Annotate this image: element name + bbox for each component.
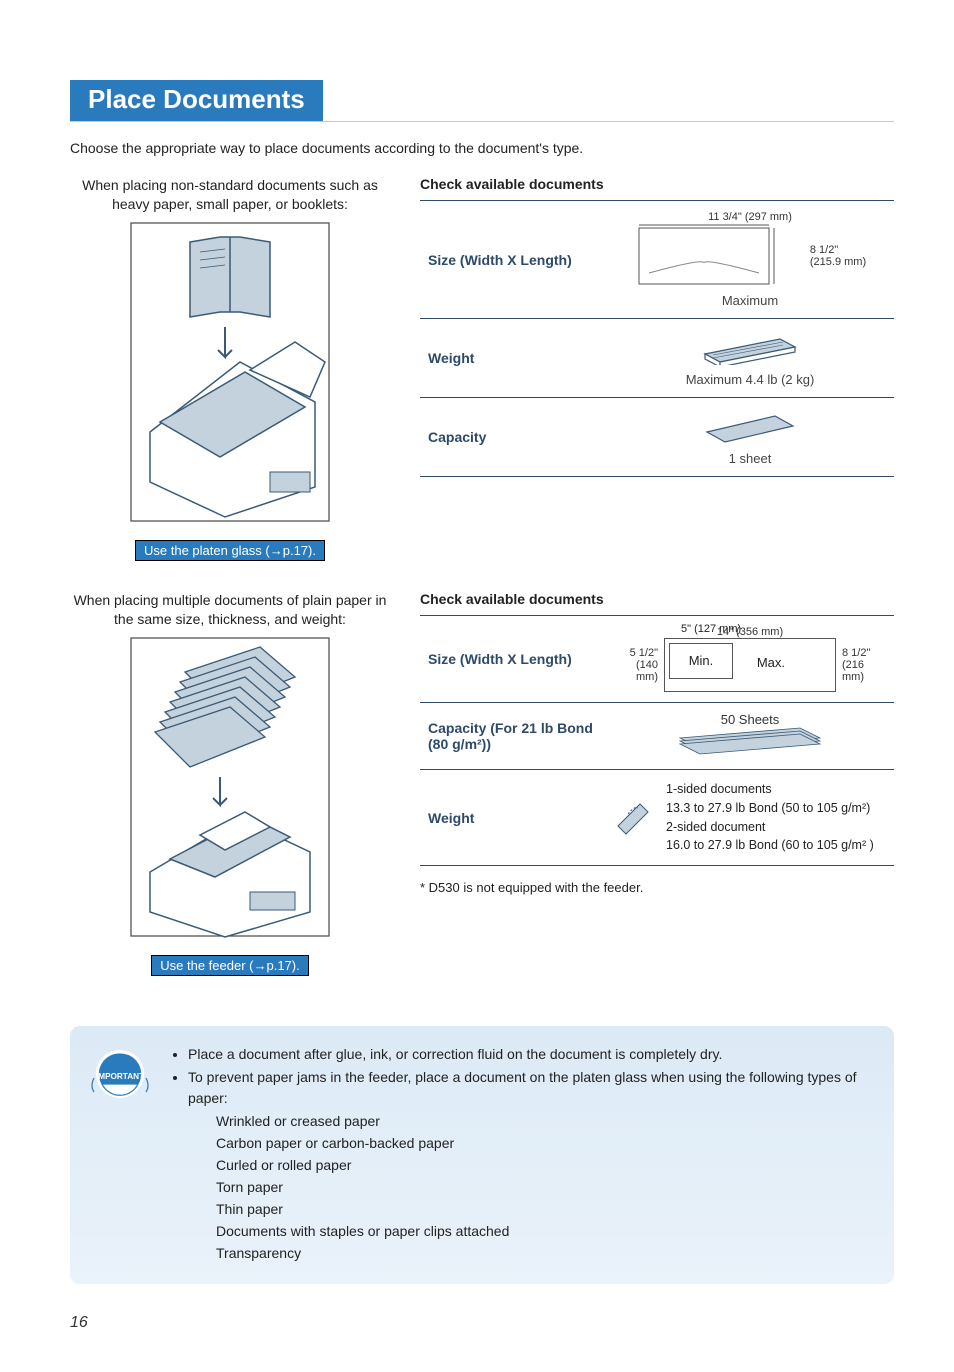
platen-capacity-note: 1 sheet [614,451,886,466]
feeder-weight-icon [614,796,652,840]
feeder-size-label: Size (Width X Length) [420,615,606,702]
intro-text: Choose the appropriate way to place docu… [70,140,894,156]
feeder-weight-line4: 16.0 to 27.9 lb Bond (60 to 105 g/m² ) [666,836,874,855]
feeder-lead: When placing multiple documents of plain… [70,591,390,629]
platen-caption: Use the platen glass (→p.17). [135,540,325,561]
paper-item: Transparency [216,1243,870,1264]
important-bullet-1: Place a document after glue, ink, or cor… [188,1044,870,1065]
feeder-size-right-h: 8 1/2" (216 mm) [842,647,886,683]
important-content: Place a document after glue, ink, or cor… [168,1044,870,1266]
paper-item: Documents with staples or paper clips at… [216,1221,870,1242]
paper-item: Thin paper [216,1199,870,1220]
feeder-weight-label: Weight [420,770,606,866]
feeder-size-inner-w: 5" (127 mm) [681,623,741,635]
important-bullet-2: To prevent paper jams in the feeder, pla… [188,1067,870,1264]
feeder-weight-line1: 1-sided documents [666,780,874,799]
paper-item: Carbon paper or carbon-backed paper [216,1133,870,1154]
platen-size-width-dim: 11 3/4" (297 mm) [614,211,886,223]
platen-check-title: Check available documents [420,176,894,192]
platen-spec-table: Size (Width X Length) 11 3/4" (297 mm) 8… [420,200,894,477]
platen-weight-label: Weight [420,319,606,398]
feeder-check-title: Check available documents [420,591,894,607]
section-title: Place Documents [70,80,323,121]
section-title-bar: Place Documents [70,80,894,122]
feeder-spec-table: Size (Width X Length) 14" (356 mm) 5 1/2… [420,615,894,866]
important-badge: IMPORTANT [88,1048,152,1100]
feeder-weight-line2: 13.3 to 27.9 lb Bond (50 to 105 g/m²) [666,799,874,818]
page-number: 16 [70,1314,894,1332]
feeder-footnote: * D530 is not equipped with the feeder. [420,880,894,895]
important-box: IMPORTANT Place a document after glue, i… [70,1026,894,1284]
feeder-capacity-label: Capacity (For 21 lb Bond (80 g/m²)) [420,702,606,769]
feeder-caption: Use the feeder (→p.17). [151,955,308,976]
platen-weight-icon [695,329,805,365]
feeder-size-min: Min. [669,643,733,679]
feeder-weight-line3: 2-sided document [666,818,874,837]
paper-item: Curled or rolled paper [216,1155,870,1176]
important-paper-list: Wrinkled or creased paper Carbon paper o… [216,1111,870,1264]
svg-text:IMPORTANT: IMPORTANT [96,1072,144,1081]
platen-capacity-icon [695,408,805,444]
paper-item: Torn paper [216,1177,870,1198]
platen-size-diagram [634,223,804,289]
feeder-size-outer-w: 14" (356 mm) [614,626,886,638]
platen-weight-note: Maximum 4.4 lb (2 kg) [614,372,886,387]
platen-size-label: Size (Width X Length) [420,201,606,319]
platen-capacity-label: Capacity [420,398,606,477]
platen-caption-text: Use the platen glass (→p.17). [144,543,316,558]
platen-illustration [130,222,330,542]
feeder-illustration [130,637,330,957]
platen-lead: When placing non-standard documents such… [70,176,390,214]
platen-size-note: Maximum [614,293,886,308]
feeder-size-max: Max. [757,655,785,670]
platen-size-height-dim: 8 1/2" (215.9 mm) [810,244,866,268]
feeder-caption-text: Use the feeder (→p.17). [160,958,299,973]
feeder-section: When placing multiple documents of plain… [70,591,894,976]
feeder-size-left-h: 5 1/2" (140 mm) [614,647,658,683]
feeder-capacity-icon [670,724,830,756]
paper-item: Wrinkled or creased paper [216,1111,870,1132]
platen-section: When placing non-standard documents such… [70,176,894,561]
